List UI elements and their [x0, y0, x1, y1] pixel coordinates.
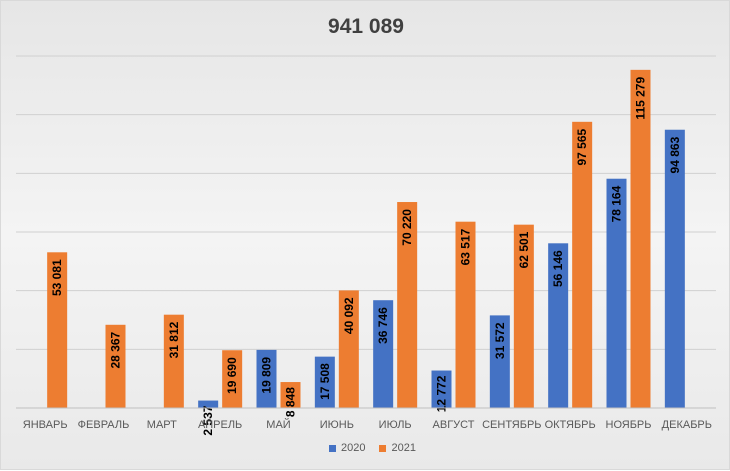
category-label: АВГУСТ: [433, 419, 475, 431]
data-label-2021-3: 31 812: [167, 321, 181, 358]
bar-2020-6: [314, 356, 335, 408]
bar-2020-4: [198, 400, 219, 408]
bar-2020-11: [606, 178, 627, 408]
legend-item-2020: 2020: [329, 442, 365, 454]
legend-swatch-2020: [329, 444, 336, 452]
legend-label-2021: 2021: [391, 442, 416, 454]
data-label-2021-11: 115 279: [634, 77, 648, 120]
chart-title: 941 089: [328, 15, 404, 38]
bar-2020-8: [431, 370, 452, 408]
data-label-2021-7: 70 220: [400, 209, 414, 246]
bar-2021-4: [222, 350, 243, 408]
bar-2021-1: [47, 252, 68, 408]
category-label: ОКТЯБРЬ: [545, 419, 596, 431]
data-label-2021-6: 40 092: [342, 297, 356, 334]
data-label-2020-5: 19 809: [260, 357, 274, 394]
bar-2020-10: [548, 243, 569, 408]
data-label-2021-2: 28 367: [109, 331, 123, 368]
category-label: МАЙ: [266, 418, 290, 431]
category-label: АПРЕЛЬ: [198, 419, 242, 431]
data-label-2020-4: 2 537: [201, 405, 215, 435]
bar-2020-7: [373, 300, 394, 408]
bar-2021-5: [280, 382, 301, 408]
bar-2021-11: [630, 69, 651, 408]
legend-label-2020: 2020: [341, 442, 366, 454]
data-label-2021-9: 62 501: [517, 231, 531, 268]
bar-2020-12: [664, 129, 685, 408]
bar-2020-9: [489, 315, 510, 408]
data-label-2020-12: 94 863: [668, 136, 682, 173]
bar-2021-8: [455, 221, 476, 408]
bar-2021-10: [572, 121, 593, 409]
bar-2021-9: [513, 224, 534, 408]
bar-2021-2: [105, 324, 126, 408]
data-label-2021-8: 63 517: [459, 228, 473, 265]
category-label: НОЯБРЬ: [606, 419, 652, 431]
data-label-2020-7: 36 746: [376, 307, 390, 344]
legend: 2020 2021: [329, 442, 416, 454]
bar-2021-6: [338, 290, 359, 408]
data-label-2020-10: 56 146: [551, 250, 565, 287]
category-label: МАРТ: [147, 419, 177, 431]
data-label-2021-10: 97 565: [575, 128, 589, 165]
category-label: ДЕКАБРЬ: [662, 419, 712, 431]
data-label-2021-1: 53 081: [50, 259, 64, 296]
legend-swatch-2021: [379, 444, 387, 452]
data-label-2020-9: 31 572: [493, 322, 507, 359]
bar-2021-3: [163, 314, 184, 408]
category-label: ИЮНЬ: [320, 419, 354, 431]
data-label-2021-4: 19 690: [225, 357, 239, 394]
data-label-2020-11: 78 164: [610, 185, 624, 222]
bar-2021-7: [397, 202, 418, 408]
category-label: СЕНТЯБРЬ: [482, 419, 541, 431]
data-label-2021-5: 8 848: [284, 387, 298, 417]
category-label: ФЕВРАЛЬ: [78, 419, 130, 431]
data-label-2020-8: 12 772: [435, 375, 449, 412]
data-label-2020-6: 17 508: [318, 363, 332, 400]
legend-item-2021: 2021: [379, 442, 416, 454]
category-label: ЯНВАРЬ: [23, 419, 68, 431]
category-label: ИЮЛЬ: [379, 419, 412, 431]
bar-2020-5: [256, 349, 277, 408]
